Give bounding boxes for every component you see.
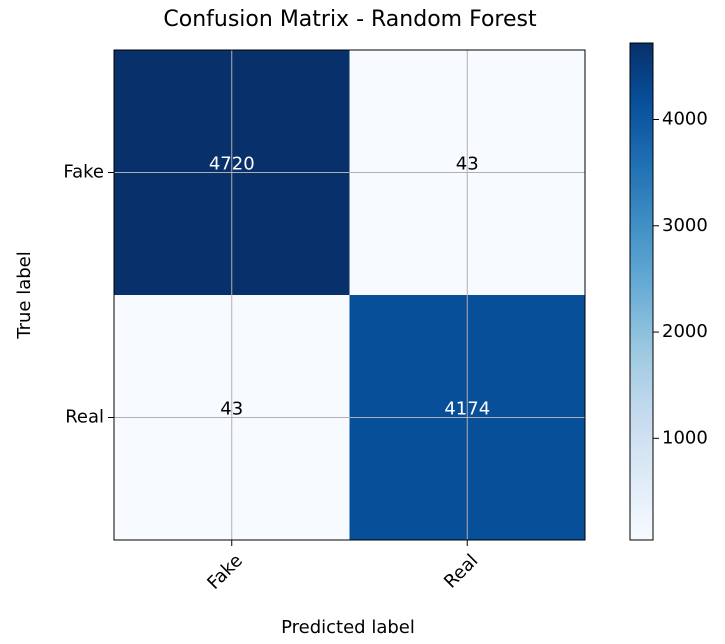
- y-tick-label: Real: [65, 407, 104, 428]
- x-axis-label: Predicted label: [281, 617, 415, 638]
- chart-title: Confusion Matrix - Random Forest: [163, 7, 537, 32]
- cell-value-label: 4174: [444, 399, 490, 420]
- x-tick-label: Fake: [203, 550, 247, 594]
- y-tick-label: Fake: [63, 162, 104, 183]
- plot-frame: [113, 49, 586, 541]
- colorbar-tick-label: 2000: [662, 321, 708, 342]
- x-tick-label: Real: [440, 550, 482, 592]
- colorbar-tick-label: 3000: [662, 215, 708, 236]
- y-axis-label: True label: [14, 251, 35, 340]
- colorbar: [629, 42, 654, 541]
- colorbar-tick-label: 4000: [662, 109, 708, 130]
- cell-value-label: 4720: [209, 154, 255, 175]
- colorbar-tick-label: 1000: [662, 427, 708, 448]
- cell-value-label: 43: [220, 399, 243, 420]
- cell-value-label: 43: [456, 154, 479, 175]
